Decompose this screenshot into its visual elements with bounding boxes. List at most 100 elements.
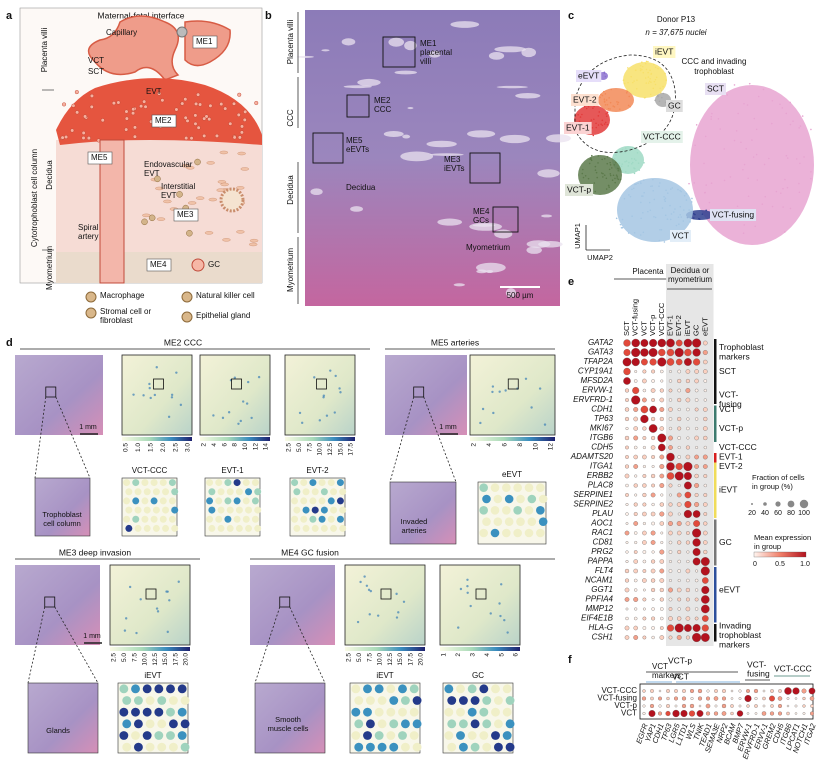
expression-spot (412, 696, 422, 705)
gene-label: CD81 (593, 538, 613, 547)
expression-dot (625, 512, 629, 516)
expression-dot (665, 710, 671, 717)
schematic-label: Interstitial (161, 182, 195, 191)
umap-point (599, 96, 601, 99)
zoom-line (289, 606, 326, 684)
expression-dot (642, 511, 647, 517)
map-spot (142, 394, 145, 397)
expression-dot (633, 578, 638, 583)
colorbar-tick: 0.5 (123, 443, 130, 452)
expression-dot (685, 454, 691, 460)
expression-spot (354, 719, 364, 729)
expression-dot (698, 704, 702, 708)
expression-dot (802, 696, 806, 701)
umap-point (625, 92, 628, 94)
expression-dot (642, 559, 647, 564)
zoom-label: arteries (401, 526, 426, 535)
colorbar-tick: 10 (242, 443, 249, 451)
expression-dot (722, 689, 726, 693)
umap-point (581, 172, 584, 175)
expression-dot (659, 502, 664, 507)
expression-dot (692, 632, 702, 643)
zoom-box (45, 386, 57, 398)
schematic-label: SCT (88, 67, 104, 76)
expression-spot (493, 517, 503, 526)
cluster-label: VCT-p (567, 184, 591, 194)
expression-spot (143, 488, 151, 496)
map-spot (503, 618, 506, 622)
stromal-cell (204, 231, 214, 235)
expression-dot (633, 568, 638, 574)
expression-spot (145, 696, 155, 705)
umap-point (705, 184, 708, 186)
umap-point (606, 123, 609, 126)
tissue-gap (341, 38, 356, 46)
colorbar-tick: 3 (470, 653, 477, 657)
evt-cell (143, 104, 148, 109)
expression-dot (669, 560, 672, 563)
umap-point (649, 93, 652, 96)
expression-dot (642, 454, 647, 460)
evt-cell (183, 97, 188, 102)
umap-point (593, 182, 596, 184)
column-header: Placenta (632, 267, 664, 276)
expression-dot (701, 586, 710, 594)
expression-dot (702, 454, 708, 460)
expression-dot (794, 704, 798, 708)
histology-section (385, 355, 467, 435)
umap-point (735, 130, 738, 132)
expression-dot (778, 689, 782, 693)
tissue-gap (426, 140, 457, 148)
tissue-gap (467, 130, 496, 138)
group-label: VCT- (747, 659, 767, 669)
expression-spot (132, 497, 140, 505)
expression-dot (658, 711, 662, 716)
umap-point (630, 75, 632, 78)
cluster-label: EVT-2 (573, 94, 597, 104)
expression-dot (642, 474, 647, 478)
expression-spot (251, 479, 259, 487)
umap-point (609, 173, 612, 175)
expression-dot (685, 616, 691, 621)
umap-point (609, 164, 612, 166)
legend-label: Macrophage (100, 291, 145, 300)
umap-point (642, 71, 645, 74)
umap-point (594, 165, 597, 168)
expression-spot (168, 696, 178, 705)
umap-point (591, 154, 593, 157)
umap-point (588, 162, 591, 165)
expression-spot (336, 497, 344, 505)
expression-spot (467, 684, 477, 694)
umap-point (786, 186, 789, 189)
expression-dot (633, 635, 639, 640)
umap-point (781, 107, 784, 109)
group-label: VCT- (719, 390, 739, 400)
expression-spot (134, 524, 142, 532)
umap-point (708, 201, 711, 204)
umap-point (591, 126, 594, 129)
umap-point (604, 104, 607, 106)
size-key (763, 502, 767, 506)
umap-point (648, 201, 651, 204)
umap-note: CCC and invading (682, 57, 747, 66)
map-spot (148, 386, 151, 390)
expression-spot (166, 731, 175, 740)
expression-dot (722, 696, 726, 701)
expression-dot (808, 687, 816, 695)
expression-dot (666, 624, 675, 632)
expression-dot (668, 635, 673, 640)
expression-dot (713, 696, 719, 701)
evt-cell (75, 110, 80, 115)
expression-spot (177, 731, 187, 740)
expression-dot (736, 710, 744, 717)
panel-label: a (6, 10, 13, 22)
umap-point (798, 191, 801, 194)
tissue-gap (350, 206, 363, 212)
expression-dot (659, 559, 664, 564)
expression-dot (659, 483, 665, 488)
evt-cell (207, 117, 212, 122)
expression-dot (694, 369, 699, 374)
expression-spot (447, 696, 457, 705)
expression-dot (643, 588, 646, 592)
colorbar-tick: 5.0 (356, 653, 363, 662)
